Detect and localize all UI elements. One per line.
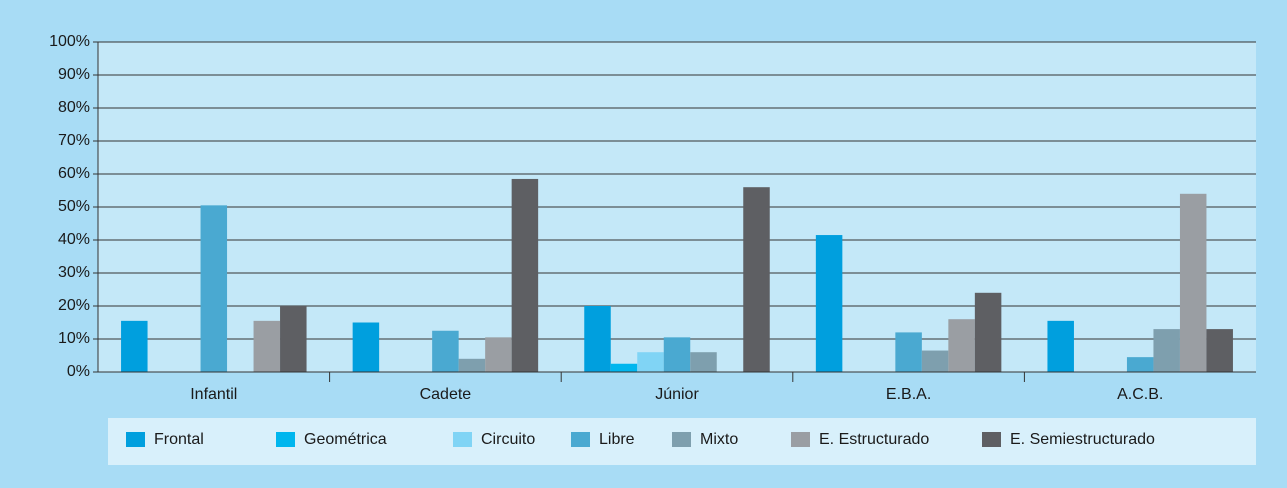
legend-swatch [453,432,472,447]
bar [895,332,922,372]
y-tick-label: 20% [58,297,90,314]
legend-label: E. Estructurado [819,431,929,448]
bar [485,337,512,372]
y-tick-label: 80% [58,99,90,116]
x-tick-label: A.C.B. [1117,386,1163,403]
legend-label: Libre [599,431,635,448]
bar [1153,329,1180,372]
bar [921,350,949,372]
legend-label: Circuito [481,431,535,448]
bar [1206,329,1233,372]
legend-swatch [982,432,1001,447]
x-tick-label: Cadete [420,386,472,403]
y-tick-label: 90% [58,66,90,83]
bar [432,330,459,372]
bar [511,178,539,372]
legend-label: E. Semiestructurado [1010,431,1155,448]
legend-label: Geométrica [304,431,387,448]
legend-swatch [276,432,295,447]
bar [1179,193,1207,372]
x-tick-label: E.B.A. [886,386,931,403]
bar [610,363,638,372]
bar [458,358,486,372]
legend-swatch [126,432,145,447]
y-tick-label: 40% [58,231,90,248]
bar [690,352,717,372]
bar [948,319,975,372]
bar [974,292,1002,372]
bar [743,187,770,372]
legend-swatch [571,432,590,447]
bar [815,235,843,372]
legend-label: Frontal [154,431,204,448]
y-tick-label: 30% [58,264,90,281]
y-tick-label: 10% [58,330,90,347]
bar [1047,320,1074,372]
y-tick-label: 60% [58,165,90,182]
bar [253,320,281,372]
legend-swatch [791,432,810,447]
bar [1126,357,1154,372]
bar [352,322,380,372]
bar [663,337,691,372]
bar [121,320,148,372]
bar [637,352,664,372]
legend-label: Mixto [700,431,738,448]
bar [200,205,228,372]
y-tick-label: 50% [58,198,90,215]
y-tick-label: 100% [49,33,90,50]
y-tick-label: 70% [58,132,90,149]
x-tick-label: Infantil [190,386,237,403]
legend-swatch [672,432,691,447]
y-tick-label: 0% [67,363,90,380]
bar [584,306,611,372]
bar [280,306,307,372]
x-tick-label: Júnior [655,386,699,403]
